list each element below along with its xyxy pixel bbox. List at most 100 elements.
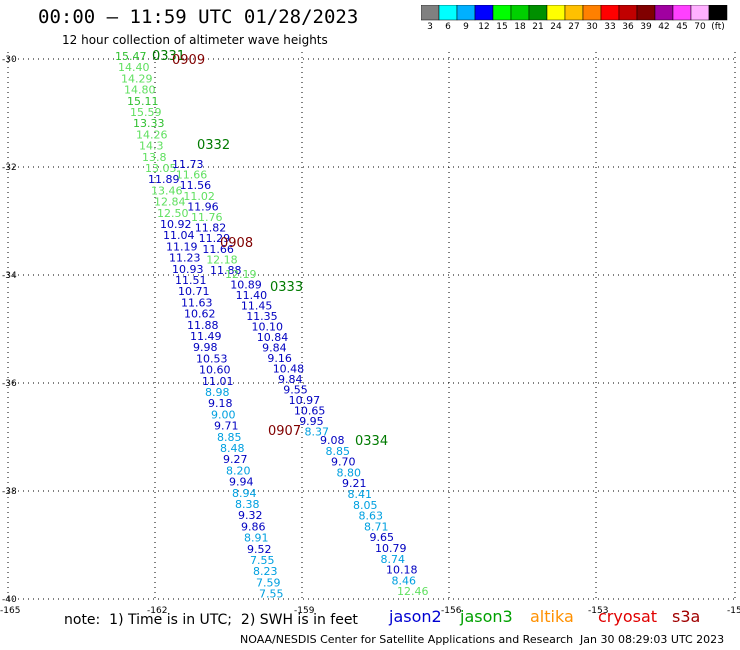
longitude-label: -156 (441, 606, 462, 616)
swh-value: 9.94 (229, 476, 254, 489)
swh-value: 10.10 (252, 321, 284, 334)
swh-value: 9.18 (208, 397, 233, 410)
footer-timestamp: Jan 30 08:29:03 UTC 2023 (580, 633, 725, 646)
swh-value: 10.97 (289, 394, 321, 407)
cryosat-pass-label: 0908 (220, 236, 253, 251)
colorbar-label: 6 (445, 22, 451, 32)
latitude-label: -34 (2, 271, 17, 281)
swh-value: 12.18 (206, 253, 238, 266)
swh-value: 10.92 (160, 218, 192, 231)
satellite-legend-jason3: jason3 (460, 607, 513, 626)
colorbar-label: 15 (496, 22, 508, 32)
cryosat-pass-label: 0907 (268, 424, 301, 439)
colorbar-label: 27 (568, 22, 580, 32)
swh-value: 11.04 (163, 229, 195, 242)
pass-id-label: 0332 (197, 138, 230, 153)
swh-value: 14.26 (136, 128, 168, 141)
swh-value: 9.86 (241, 520, 266, 533)
swh-value: 8.85 (217, 431, 242, 444)
swh-value: 9.98 (193, 341, 218, 354)
swh-value: 11.49 (190, 330, 222, 343)
swh-value: 12.46 (397, 585, 429, 598)
swh-value: 11.45 (241, 300, 273, 313)
swh-value: 8.94 (232, 487, 257, 500)
page-title: 00:00 – 11:59 UTC 01/28/2023 (38, 6, 359, 28)
colorbar-swatch (546, 5, 566, 21)
colorbar-swatch (654, 5, 674, 21)
swh-value: 10.71 (178, 285, 210, 298)
colorbar-swatch (582, 5, 602, 21)
colorbar-label: 39 (640, 22, 652, 32)
swh-value: 13.05 (145, 162, 177, 175)
swh-value: 14.40 (118, 61, 150, 74)
colorbar-label: 21 (532, 22, 544, 32)
swh-value: 15.59 (130, 106, 162, 119)
swh-value: 12.84 (154, 196, 186, 209)
swh-value: 9.21 (342, 477, 367, 490)
swh-value: 8.46 (392, 574, 417, 587)
swh-value: 9.52 (247, 543, 272, 556)
swh-value: 12.50 (157, 207, 189, 220)
swh-value: 15.47 (115, 50, 147, 63)
swh-value: 9.55 (283, 384, 308, 397)
colorbar-label: 24 (550, 22, 562, 32)
swh-value: 8.74 (381, 553, 406, 566)
colorbar-swatch (492, 5, 512, 21)
swh-value: 8.23 (253, 565, 278, 578)
satellite-legend-jason2: jason2 (389, 607, 442, 626)
swh-value: 7.59 (256, 576, 281, 589)
units-note: note: 1) Time is in UTC; 2) SWH is in fe… (64, 612, 358, 628)
swh-value: 9.00 (211, 408, 236, 421)
colorbar-swatch (510, 5, 530, 21)
latitude-label: -36 (2, 379, 17, 389)
swh-value: 8.63 (359, 510, 384, 523)
swh-value: 8.85 (326, 445, 351, 458)
longitude-label: -153 (588, 606, 608, 616)
satellite-legend-cryosat: cryosat (598, 607, 658, 626)
colorbar-swatch (672, 5, 692, 21)
swh-value: 11.88 (187, 319, 219, 332)
latitude-label: -32 (2, 163, 17, 173)
swh-value: 11.01 (202, 375, 234, 388)
swh-value: 10.65 (294, 405, 326, 418)
swh-value: 8.48 (220, 442, 245, 455)
swh-value: 11.63 (181, 296, 213, 309)
colorbar-label: 36 (622, 22, 634, 32)
swh-value: 7.55 (250, 554, 275, 567)
swh-value: 13.46 (151, 184, 183, 197)
longitude-label: -162 (147, 606, 167, 616)
swh-value: 10.93 (172, 263, 204, 276)
colorbar-swatch (618, 5, 638, 21)
swh-value: 8.05 (353, 499, 378, 512)
colorbar-swatch (474, 5, 494, 21)
satellite-legend-s3a: s3a (672, 607, 701, 626)
swh-value: 13.8 (142, 151, 167, 164)
swh-value: 11.66 (176, 169, 208, 182)
swh-value: 8.38 (235, 498, 260, 511)
swh-value: 10.84 (257, 331, 289, 344)
swh-value: 14.29 (121, 72, 153, 85)
satellite-legend-altika: altika (530, 607, 574, 626)
longitude-label: -165 (0, 606, 20, 616)
swh-colorbar (421, 5, 728, 21)
cryosat-pass-label: 0909 (172, 53, 205, 68)
latitude-label: -40 (2, 595, 17, 605)
swh-value: 11.02 (183, 190, 215, 203)
swh-value: 10.62 (184, 308, 216, 321)
swh-value: 9.65 (370, 531, 395, 544)
colorbar-label: 12 (478, 22, 490, 32)
swh-value: 11.19 (166, 240, 198, 253)
swh-value: 9.27 (223, 453, 248, 466)
swh-value: 10.60 (199, 364, 231, 377)
colorbar-label: 18 (514, 22, 526, 32)
page-subtitle: 12 hour collection of altimeter wave hei… (62, 33, 328, 47)
colorbar-label: 3 (427, 22, 433, 32)
swh-value: 9.32 (238, 509, 263, 522)
swh-value: 9.08 (320, 434, 345, 447)
colorbar-label: 70 (694, 22, 706, 32)
swh-value: 11.96 (187, 200, 219, 213)
swh-value: 10.89 (230, 279, 261, 292)
footer-credit: NOAA/NESDIS Center for Satellite Applica… (240, 633, 574, 646)
swh-value: 14.80 (124, 84, 156, 97)
